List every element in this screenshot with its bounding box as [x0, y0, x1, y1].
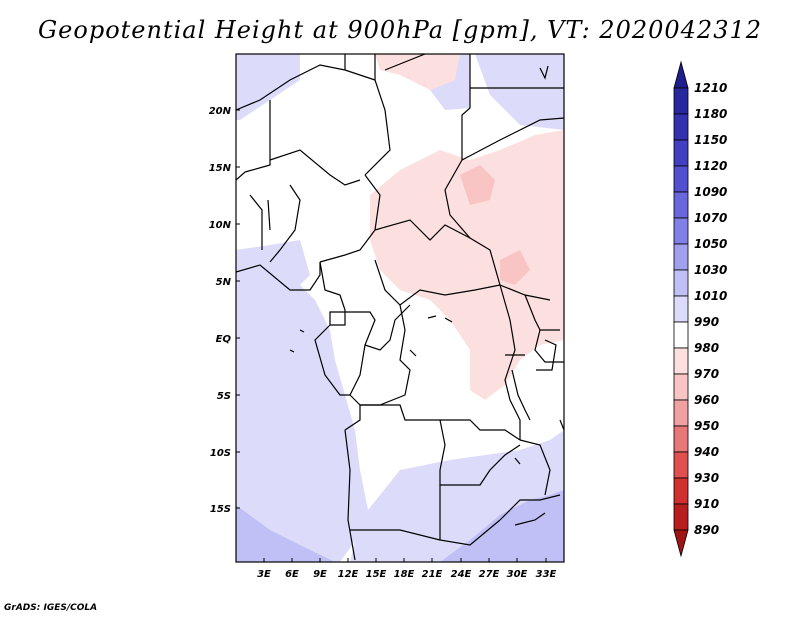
lat-label: 5N	[216, 277, 232, 288]
central-low-shade	[370, 130, 564, 400]
colorbar-swatch	[673, 425, 689, 453]
colorbar-label: 1010	[694, 289, 727, 303]
colorbar-swatch	[673, 87, 689, 115]
colorbar-label: 970	[694, 367, 719, 381]
lat-label: 5S	[217, 391, 231, 402]
southwest-deep-shade	[236, 505, 335, 562]
lat-label: 15S	[210, 504, 231, 515]
lon-label: 21E	[422, 569, 443, 580]
lat-label: 10N	[209, 220, 232, 231]
lat-label: 20N	[209, 106, 232, 117]
lat-label: 15N	[209, 163, 232, 174]
lon-label: 27E	[479, 569, 500, 580]
colorbar-swatch	[673, 243, 689, 271]
chart-title: Geopotential Height at 900hPa [gpm], VT:…	[38, 16, 762, 44]
lon-label: 3E	[257, 569, 271, 580]
lat-label: 10S	[210, 448, 231, 459]
country-borders	[236, 54, 564, 561]
colorbar-swatch	[673, 217, 689, 245]
ocean-high-shade	[236, 240, 370, 562]
lon-label: 24E	[451, 569, 472, 580]
central-low-core	[460, 165, 495, 205]
longitude-axis: 3E 6E 9E 12E 15E 18E 21E 24E 27E 30E 33E	[257, 558, 557, 580]
colorbar-label: 1050	[694, 237, 727, 251]
colorbar-swatch	[673, 477, 689, 505]
lon-label: 18E	[394, 569, 415, 580]
latitude-axis: 20N 15N 10N 5N EQ 5S 10S 15S	[209, 106, 240, 515]
lon-label: 9E	[313, 569, 327, 580]
colorbar-label: 1150	[694, 133, 727, 147]
colorbar-swatch	[673, 373, 689, 401]
grads-credit: GrADS: IGES/COLA	[4, 603, 98, 613]
colorbar-label: 990	[694, 315, 719, 329]
lon-label: 6E	[285, 569, 299, 580]
colorbar-label: 1210	[694, 81, 727, 95]
map-frame	[235, 53, 565, 563]
colorbar-label: 1070	[694, 211, 727, 225]
colorbar: 1210 1180 1150 1120 1090 1070 1050 1030 1010 990 9…	[673, 60, 727, 558]
colorbar-swatch	[673, 321, 689, 349]
colorbar-swatch	[673, 295, 689, 323]
lon-label: 33E	[536, 569, 557, 580]
colorbar-label: 960	[694, 393, 719, 407]
colorbar-swatch	[673, 451, 689, 479]
colorbar-label: 1180	[694, 107, 727, 121]
colorbar-label: 1030	[694, 263, 727, 277]
colorbar-label: 940	[694, 445, 719, 459]
colorbar-top-arrow	[673, 60, 689, 89]
colorbar-label: 910	[694, 497, 719, 511]
colorbar-swatch	[673, 347, 689, 375]
colorbar-swatch	[673, 191, 689, 219]
east-low-core	[500, 250, 530, 285]
colorbar-swatch	[673, 503, 689, 531]
colorbar-swatch	[673, 399, 689, 427]
north-low-shade	[375, 54, 460, 90]
colorbar-label: 930	[694, 471, 719, 485]
lon-label: 12E	[338, 569, 359, 580]
colorbar-label: 890	[694, 523, 719, 537]
colorbar-label: 950	[694, 419, 719, 433]
colorbar-label: 1120	[694, 159, 727, 173]
colorbar-swatch	[673, 139, 689, 167]
colorbar-bottom-arrow	[673, 529, 689, 558]
northeast-high-shade	[475, 54, 564, 130]
colorbar-label: 1090	[694, 185, 727, 199]
colorbar-swatch	[673, 165, 689, 193]
lon-label: 15E	[366, 569, 387, 580]
colorbar-label: 980	[694, 341, 719, 355]
lon-label: 30E	[507, 569, 528, 580]
colorbar-swatch	[673, 113, 689, 141]
colorbar-swatch	[673, 269, 689, 297]
lat-label: EQ	[216, 334, 232, 345]
